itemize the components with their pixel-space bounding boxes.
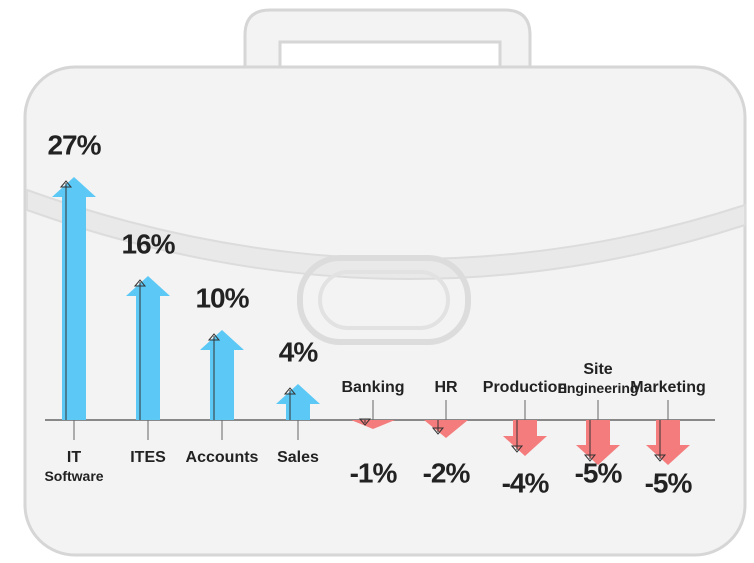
arrow-tip bbox=[133, 279, 147, 287]
category-label: Production bbox=[483, 379, 567, 396]
category-label: Sales bbox=[277, 449, 319, 466]
arrow-bar bbox=[126, 276, 170, 420]
category-label: ITES bbox=[130, 449, 166, 466]
category-label-line: Engineering bbox=[558, 380, 639, 396]
arrow-tip bbox=[583, 454, 597, 462]
arrow-tip bbox=[653, 454, 667, 462]
value-label: -1% bbox=[350, 457, 398, 488]
arrow-tip bbox=[207, 333, 221, 341]
arrow-bar bbox=[351, 420, 395, 429]
category-label: Site Engineering bbox=[558, 361, 639, 395]
value-label: -4% bbox=[502, 467, 550, 498]
value-label: 27% bbox=[47, 129, 101, 160]
arrow-bar bbox=[576, 420, 620, 465]
value-label: -5% bbox=[575, 457, 623, 488]
briefcase bbox=[23, 8, 747, 557]
category-label: Banking bbox=[341, 379, 404, 396]
value-label: 4% bbox=[279, 336, 319, 367]
arrow-tip bbox=[283, 387, 297, 395]
value-label: -5% bbox=[645, 467, 693, 498]
arrow-bar bbox=[200, 330, 244, 420]
arrow-tip bbox=[510, 445, 524, 453]
arrow-tip bbox=[358, 418, 372, 426]
arrow-bar bbox=[503, 420, 547, 456]
category-label-line: Software bbox=[44, 468, 103, 484]
category-label-line: Site bbox=[583, 361, 612, 378]
arrow-bar bbox=[424, 420, 468, 438]
arrow-tip bbox=[431, 427, 445, 435]
arrow-bar bbox=[276, 384, 320, 420]
value-label: -2% bbox=[423, 457, 471, 488]
category-label-line: IT bbox=[67, 449, 81, 466]
value-label: 10% bbox=[195, 282, 249, 313]
category-label: IT Software bbox=[44, 449, 103, 483]
arrow-bar bbox=[52, 177, 96, 420]
arrow-bar bbox=[646, 420, 690, 465]
category-label: Marketing bbox=[630, 379, 706, 396]
category-label: HR bbox=[434, 379, 458, 396]
value-label: 16% bbox=[121, 228, 175, 259]
category-label: Accounts bbox=[186, 449, 259, 466]
arrow-tip bbox=[59, 180, 73, 188]
